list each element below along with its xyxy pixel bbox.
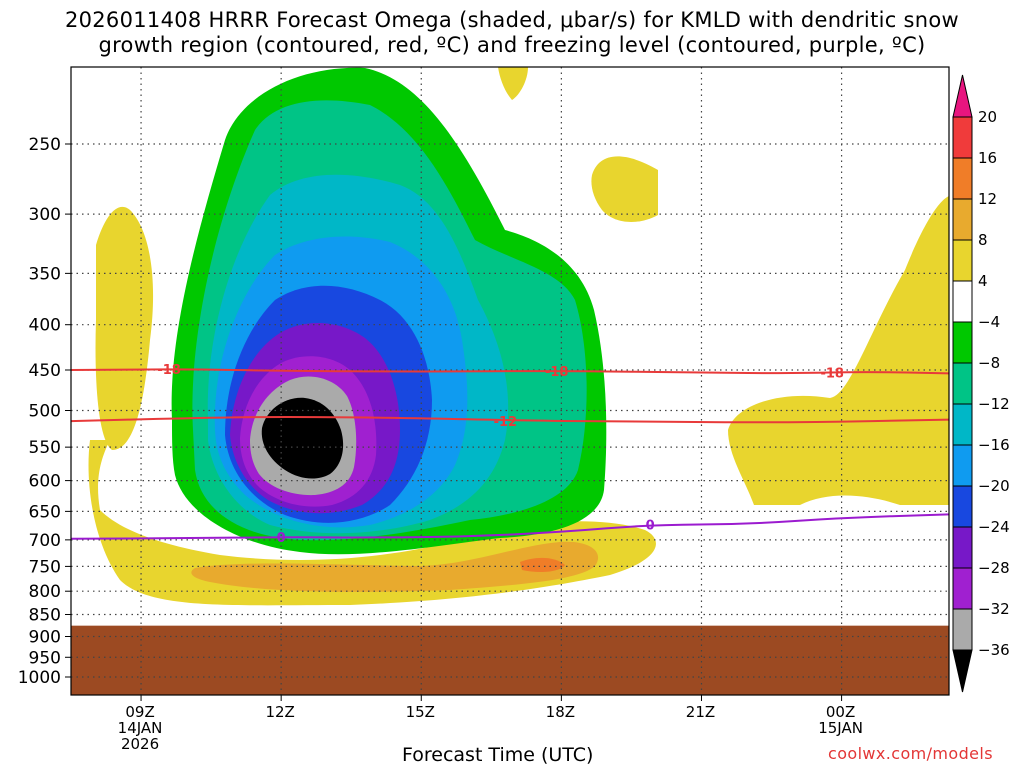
source-credit: coolwx.com/models [828, 744, 993, 763]
xtick-label-2026: 2026 [121, 735, 159, 753]
colorbar-label-20: 20 [978, 108, 997, 126]
omega-weak-rising-region-upper [591, 156, 658, 222]
ytick-label-850: 850 [29, 606, 61, 626]
ytick-label-900: 900 [29, 627, 61, 647]
colorbar-swatch-8 [952, 198, 973, 241]
omega-weak-rising-region-top [498, 67, 528, 100]
chart-title-line2: growth region (contoured, red, ºC) and f… [98, 33, 926, 57]
colorbar-label-−8: −8 [978, 354, 1000, 372]
ytick-label-450: 450 [29, 361, 61, 381]
contour-label--18: -18 [545, 365, 569, 380]
ytick-label-250: 250 [29, 135, 61, 155]
ytick-label-500: 500 [29, 402, 61, 422]
colorbar-label-−28: −28 [978, 559, 1010, 577]
colorbar-label-−16: −16 [978, 436, 1010, 454]
ytick-label-750: 750 [29, 557, 61, 577]
colorbar-swatch-4 [952, 239, 973, 282]
colorbar-label-4: 4 [978, 272, 988, 290]
ytick-label-800: 800 [29, 582, 61, 602]
xtick-label-14JAN: 14JAN [118, 719, 163, 737]
colorbar-label-12: 12 [978, 190, 997, 208]
colorbar-swatch-−28 [952, 526, 973, 569]
omega-weak-rising-region-right [728, 196, 949, 505]
colorbar-swatch-−8 [952, 321, 973, 364]
contour-label--18: -18 [157, 363, 181, 378]
plot-area: -18 -18 -18 -12 0 0 [71, 67, 949, 695]
colorbar-swatch-−16 [952, 403, 973, 446]
colorbar-legend: 20 16 12 8 4 −4 −8 −12 −16 −20 −24 −28 −32 −36 [952, 74, 1010, 693]
x-axis-title: Forecast Time (UTC) [402, 744, 594, 766]
contour-label-0: 0 [646, 519, 655, 534]
chart-title-line1: 2026011408 HRRR Forecast Omega (shaded, … [64, 8, 960, 32]
contour-lines: -18 -18 -18 -12 0 0 [71, 363, 949, 546]
ytick-label-400: 400 [29, 316, 61, 336]
xtick-label-09Z: 09Z [125, 703, 154, 721]
colorbar-swatch-−4 [952, 280, 973, 323]
xtick-label-21Z: 21Z [686, 703, 715, 721]
ytick-label-950: 950 [29, 648, 61, 668]
colorbar-top-arrow [952, 74, 973, 118]
colorbar-label-16: 16 [978, 149, 997, 167]
colorbar-label-−4: −4 [978, 313, 1000, 331]
contour--12 [71, 415, 949, 424]
colorbar-swatch-−32 [952, 567, 973, 610]
xtick-label-15Z: 15Z [406, 703, 435, 721]
colorbar-label-−36: −36 [978, 641, 1010, 659]
xtick-label-00Z: 00Z [826, 703, 855, 721]
colorbar-swatch-12 [952, 157, 973, 200]
colorbar-label-8: 8 [978, 231, 988, 249]
colorbar-label-−12: −12 [978, 395, 1010, 413]
colorbar-swatch-16 [952, 116, 973, 159]
ytick-label-300: 300 [29, 205, 61, 225]
ground-region [71, 625, 949, 695]
ytick-label-650: 650 [29, 502, 61, 522]
xtick-label-15JAN: 15JAN [818, 719, 863, 737]
colorbar-label-−24: −24 [978, 518, 1010, 536]
ytick-label-600: 600 [29, 472, 61, 492]
y-axis: 2503003504004505005506006507007508008509… [18, 135, 71, 688]
ytick-label-1000: 1000 [18, 668, 61, 688]
ytick-label-550: 550 [29, 438, 61, 458]
colorbar-bottom-arrow [952, 649, 973, 693]
colorbar-swatch-−24 [952, 485, 973, 528]
omega-rising-band [191, 541, 599, 592]
contour--18 [71, 368, 949, 375]
colorbar-label-−32: −32 [978, 600, 1010, 618]
contour-label--18: -18 [820, 367, 844, 382]
colorbar-swatch-−20 [952, 444, 973, 487]
colorbar-label-−20: −20 [978, 477, 1010, 495]
xtick-label-18Z: 18Z [546, 703, 575, 721]
grid-lines [71, 67, 949, 695]
omega-rising-spot [520, 557, 565, 573]
ytick-label-350: 350 [29, 264, 61, 284]
contour-label-0: 0 [277, 531, 286, 546]
ytick-label-700: 700 [29, 531, 61, 551]
colorbar-swatch-−12 [952, 362, 973, 405]
omega-weak-rising-region-left [95, 206, 154, 450]
contour-label--12: -12 [494, 415, 518, 430]
contour-0 [71, 513, 949, 540]
xtick-label-12Z: 12Z [265, 703, 294, 721]
colorbar-swatch-−36 [952, 608, 973, 651]
plot-frame [70, 66, 950, 696]
